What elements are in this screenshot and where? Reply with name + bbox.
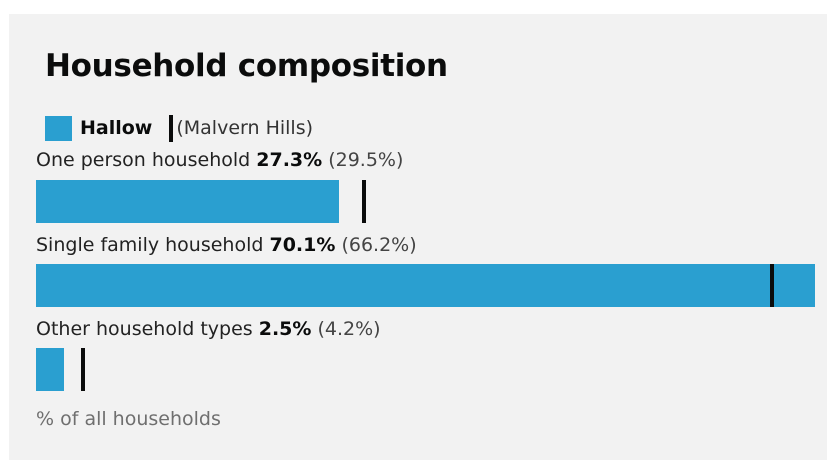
row-label-single-family: Single family household 70.1% (66.2%) xyxy=(36,234,417,256)
marker-other-household-types xyxy=(80,348,85,391)
row-value-label: 27.3% xyxy=(256,149,323,171)
row-comparison-label: (4.2%) xyxy=(317,318,381,340)
bar-single-family-household xyxy=(36,264,815,307)
legend: Hallow (Malvern Hills) xyxy=(45,114,314,142)
row-category-label: One person household xyxy=(36,149,251,171)
row-category-label: Other household types xyxy=(36,318,253,340)
unit-footnote: % of all households xyxy=(36,408,221,430)
row-label-one-person: One person household 27.3% (29.5%) xyxy=(36,149,403,171)
row-track-single-family xyxy=(36,264,815,307)
chart-title: Household composition xyxy=(45,48,448,84)
row-comparison-label: (29.5%) xyxy=(328,149,404,171)
legend-area-label: Hallow xyxy=(80,117,153,139)
row-category-label: Single family household xyxy=(36,234,264,256)
row-track-one-person xyxy=(36,180,815,223)
legend-area-swatch xyxy=(45,115,72,141)
row-comparison-label: (66.2%) xyxy=(341,234,417,256)
row-value-label: 2.5% xyxy=(258,318,312,340)
row-track-other-types xyxy=(36,348,815,391)
bar-other-household-types xyxy=(36,348,64,391)
chart-panel: Household composition Hallow (Malvern Hi… xyxy=(9,14,827,460)
legend-comparison-label: (Malvern Hills) xyxy=(176,117,314,139)
marker-single-family-household xyxy=(769,264,774,307)
legend-comparison-marker xyxy=(169,114,174,142)
row-value-label: 70.1% xyxy=(269,234,336,256)
bar-one-person-household xyxy=(36,180,340,223)
marker-one-person-household xyxy=(361,180,366,223)
row-label-other-types: Other household types 2.5% (4.2%) xyxy=(36,318,381,340)
